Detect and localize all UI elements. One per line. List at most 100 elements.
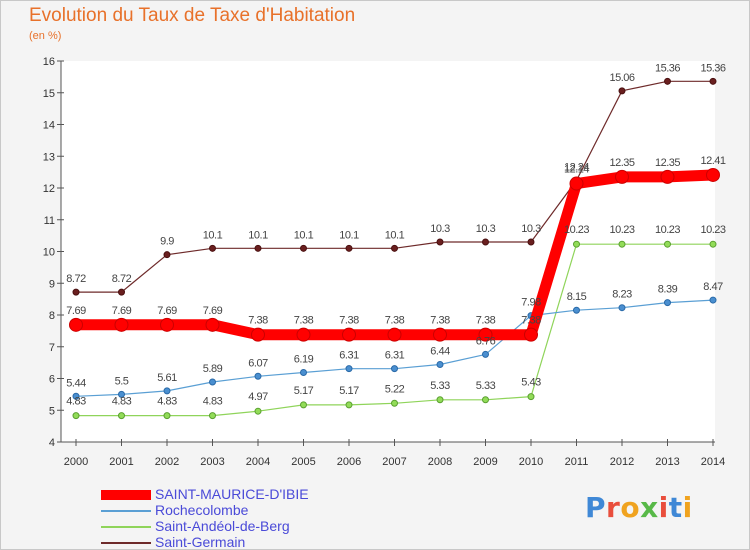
data-point bbox=[300, 244, 307, 252]
data-point bbox=[478, 327, 493, 342]
data-label: 10.23 bbox=[655, 224, 680, 236]
legend-label: Saint-Andéol-de-Berg bbox=[155, 518, 290, 534]
data-point bbox=[709, 77, 717, 85]
data-point bbox=[527, 393, 535, 401]
data-label: 10.1 bbox=[339, 229, 359, 241]
data-point bbox=[660, 169, 675, 184]
data-point bbox=[482, 238, 489, 246]
x-tick-label: 2013 bbox=[655, 456, 679, 468]
data-label: 7.38 bbox=[521, 315, 541, 327]
data-label: 8.72 bbox=[112, 273, 132, 285]
data-label: 7.38 bbox=[476, 315, 496, 327]
x-tick-label: 2004 bbox=[246, 456, 270, 468]
data-point bbox=[618, 304, 626, 312]
data-label: 6.76 bbox=[476, 335, 496, 347]
data-label: 6.19 bbox=[294, 353, 314, 365]
data-point bbox=[209, 412, 216, 420]
x-tick-label: 2011 bbox=[565, 456, 589, 468]
data-label: 5.61 bbox=[157, 372, 177, 384]
plot-area bbox=[61, 61, 715, 442]
data-label: 10.23 bbox=[700, 224, 725, 236]
data-label: 5.43 bbox=[521, 377, 541, 389]
data-point bbox=[573, 306, 580, 314]
data-label: 10.1 bbox=[248, 229, 268, 241]
x-tick-label: 2008 bbox=[428, 456, 452, 468]
x-tick-label: 2003 bbox=[200, 456, 224, 468]
data-point bbox=[524, 327, 538, 342]
y-tick-label: 5 bbox=[49, 405, 55, 417]
data-label: 7.98 bbox=[521, 297, 541, 309]
data-point bbox=[254, 407, 262, 415]
data-point bbox=[569, 176, 584, 191]
data-label: 10.1 bbox=[203, 229, 223, 241]
data-point bbox=[163, 387, 171, 395]
data-label: 6.31 bbox=[385, 350, 405, 362]
data-point bbox=[254, 244, 262, 252]
data-label: 7.38 bbox=[430, 315, 450, 327]
data-point bbox=[387, 327, 402, 342]
data-point bbox=[436, 396, 444, 404]
legend-swatch bbox=[101, 542, 151, 544]
data-point bbox=[163, 251, 171, 259]
data-label: 12.41 bbox=[700, 155, 725, 167]
data-point bbox=[296, 327, 311, 342]
data-label: 8.23 bbox=[612, 289, 632, 301]
data-point bbox=[345, 244, 353, 252]
x-tick-label: 2000 bbox=[64, 456, 88, 468]
data-label: 5.22 bbox=[385, 383, 405, 395]
data-label: 8.39 bbox=[658, 284, 678, 296]
y-tick-label: 7 bbox=[49, 342, 55, 354]
series-1 bbox=[72, 296, 717, 400]
data-label: 5.89 bbox=[203, 363, 223, 375]
data-point bbox=[709, 296, 717, 304]
data-label: 15.36 bbox=[655, 62, 680, 74]
y-tick-label: 13 bbox=[43, 151, 55, 163]
data-label: 12.35 bbox=[655, 157, 680, 169]
data-point bbox=[163, 412, 171, 420]
data-point bbox=[114, 317, 129, 332]
legend-swatch bbox=[101, 526, 151, 528]
x-tick-label: 2005 bbox=[291, 456, 315, 468]
data-point bbox=[209, 244, 216, 252]
legend-label: Rochecolombe bbox=[155, 502, 249, 518]
data-label: 5.44 bbox=[66, 377, 86, 389]
data-label: 10.23 bbox=[564, 224, 589, 236]
data-point bbox=[254, 372, 262, 380]
y-tick-label: 11 bbox=[44, 215, 55, 227]
data-point bbox=[118, 390, 125, 398]
x-tick-label: 2012 bbox=[610, 456, 634, 468]
data-point bbox=[573, 240, 580, 248]
data-label: 5.33 bbox=[430, 380, 450, 392]
data-point bbox=[482, 396, 489, 404]
data-label: 7.38 bbox=[294, 315, 314, 327]
data-label: 15.36 bbox=[700, 62, 725, 74]
data-label: 7.38 bbox=[248, 315, 268, 327]
data-point bbox=[72, 412, 80, 420]
x-tick-label: 2014 bbox=[701, 456, 725, 468]
data-label: 12.35 bbox=[609, 157, 634, 169]
y-tick-label: 16 bbox=[43, 56, 55, 68]
data-point bbox=[706, 167, 720, 182]
y-tick-label: 9 bbox=[49, 278, 55, 290]
data-label: 6.07 bbox=[248, 357, 268, 369]
data-label: 10.3 bbox=[476, 223, 496, 235]
data-point bbox=[118, 288, 125, 296]
x-tick-label: 2010 bbox=[519, 456, 543, 468]
data-label: 9.9 bbox=[160, 236, 174, 248]
x-tick-label: 2006 bbox=[337, 456, 361, 468]
legend-label: Saint-Germain bbox=[155, 534, 246, 550]
data-label: 4.83 bbox=[157, 396, 177, 408]
data-point bbox=[664, 240, 671, 248]
data-label: 4.97 bbox=[248, 391, 268, 403]
data-point bbox=[118, 412, 125, 420]
data-label: 12.14 bbox=[564, 164, 589, 176]
data-label: 4.83 bbox=[203, 396, 223, 408]
y-tick-label: 8 bbox=[49, 310, 55, 322]
proxiti-logo: Proxiti bbox=[585, 491, 693, 524]
data-label: 15.06 bbox=[609, 72, 634, 84]
data-point bbox=[482, 350, 489, 358]
data-label: 5.5 bbox=[115, 375, 129, 387]
data-point bbox=[300, 401, 307, 409]
data-label: 10.23 bbox=[609, 224, 634, 236]
